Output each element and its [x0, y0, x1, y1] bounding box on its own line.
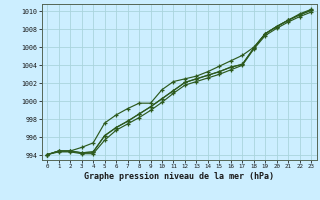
X-axis label: Graphe pression niveau de la mer (hPa): Graphe pression niveau de la mer (hPa)	[84, 172, 274, 181]
